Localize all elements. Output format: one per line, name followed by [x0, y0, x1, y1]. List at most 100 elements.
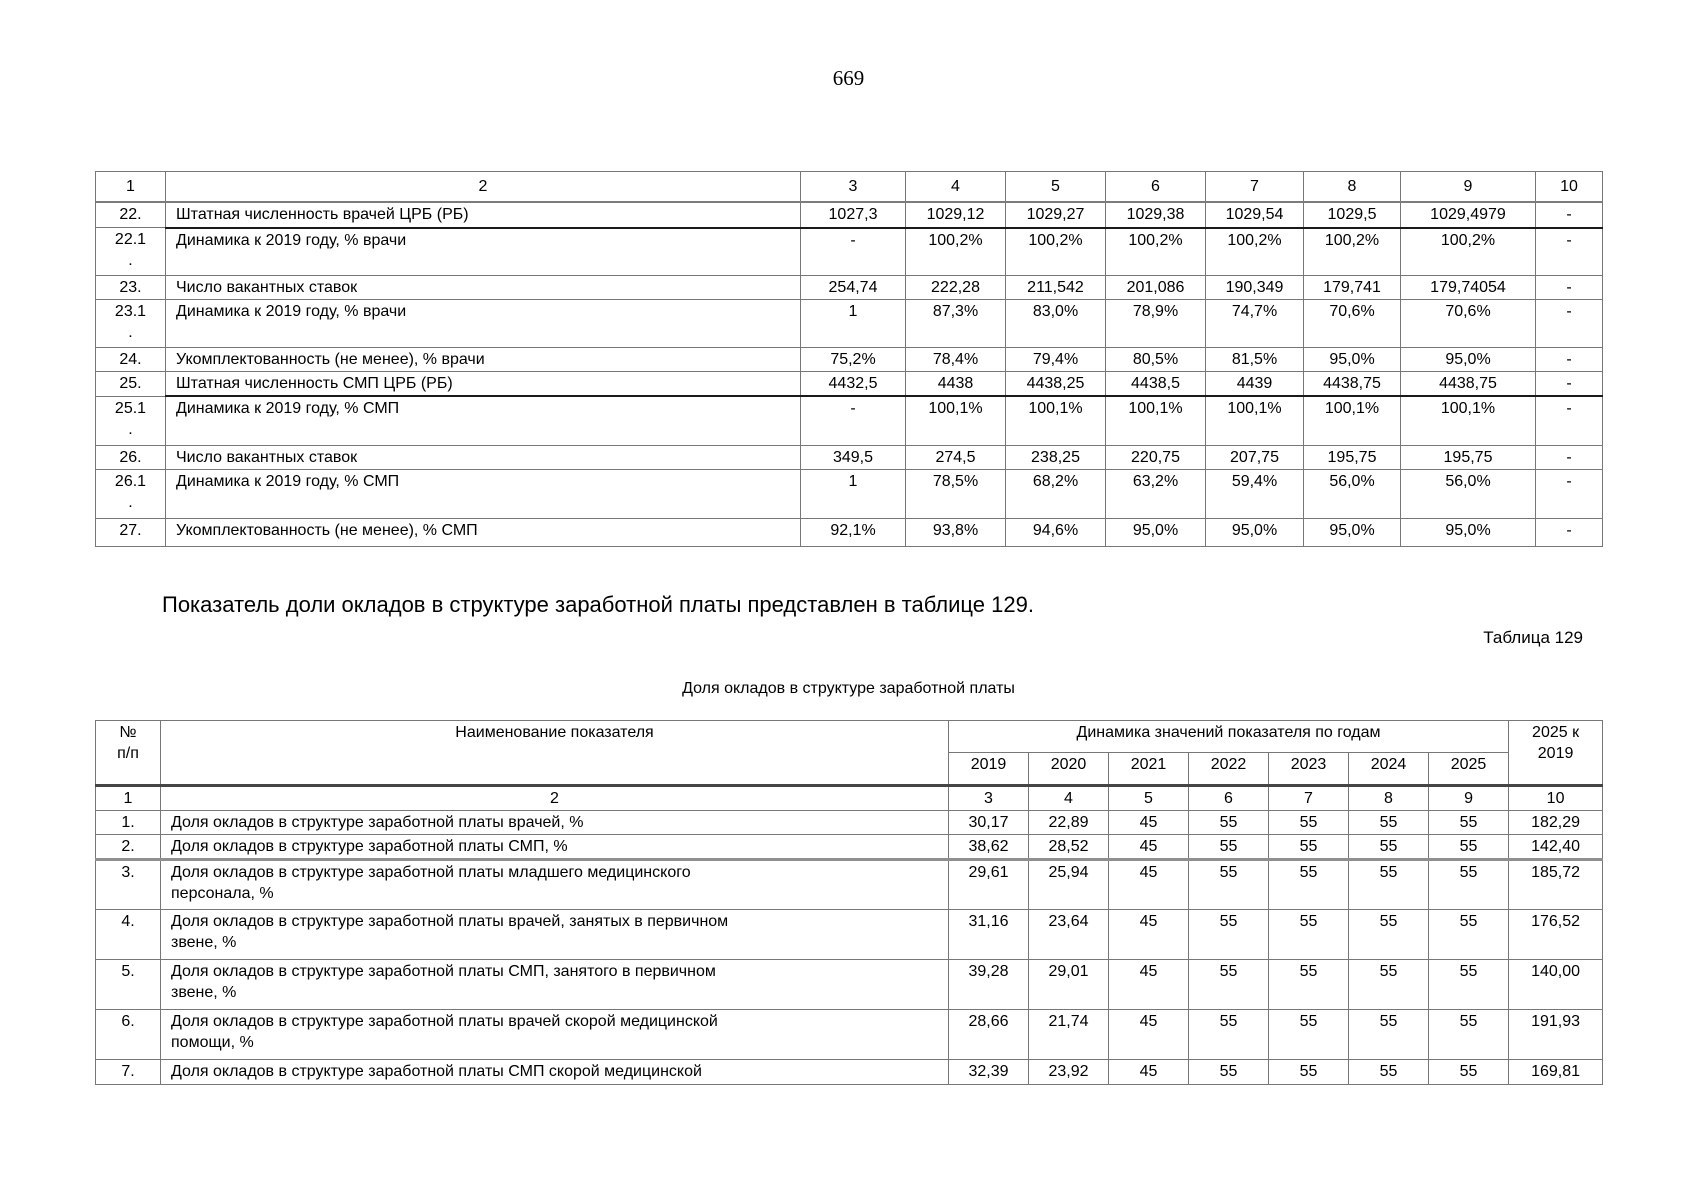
value-cell: 55: [1188, 1009, 1269, 1060]
indicator-name-cell: Доля окладов в структуре заработной плат…: [160, 959, 949, 1010]
value-cell: 32,39: [948, 1059, 1029, 1085]
value-cell: 59,4%: [1205, 468, 1304, 519]
table-row: 23.1 . Динамика к 2019 году, % врачи 1 8…: [95, 299, 1603, 348]
value-cell: 220,75: [1105, 444, 1206, 470]
value-cell: 28,66: [948, 1009, 1029, 1060]
value-cell: 55: [1427, 959, 1510, 1010]
value-cell: 78,5%: [905, 468, 1006, 519]
value-cell: 75,2%: [800, 347, 906, 372]
value-cell: 222,28: [905, 275, 1006, 300]
value-cell: 79,4%: [1005, 347, 1106, 372]
value-cell: 55: [1268, 909, 1349, 960]
indicator-name-header: Наименование показателя: [160, 720, 949, 787]
value-cell: -: [1535, 371, 1603, 397]
value-cell: 100,2%: [1205, 227, 1304, 276]
row-number-cell: 22.1 .: [95, 227, 166, 276]
value-cell: 95,0%: [1400, 517, 1536, 547]
table-row: 22. Штатная численность врачей ЦРБ (РБ) …: [95, 201, 1603, 229]
value-cell: 95,0%: [1105, 517, 1206, 547]
value-cell: -: [1535, 395, 1603, 446]
value-cell: 100,1%: [1005, 395, 1106, 446]
ratio-cell: 191,93: [1508, 1009, 1604, 1060]
value-cell: 195,75: [1400, 444, 1536, 470]
value-cell: 55: [1427, 859, 1510, 910]
indicator-name-cell: Число вакантных ставок: [165, 275, 801, 300]
value-cell: 100,1%: [1105, 395, 1206, 446]
table-row: 22.1 . Динамика к 2019 году, % врачи - 1…: [95, 227, 1603, 276]
value-cell: 100,2%: [905, 227, 1006, 276]
value-cell: 92,1%: [800, 517, 906, 547]
value-cell: 100,1%: [1205, 395, 1304, 446]
table-label: Таблица 129: [1483, 628, 1583, 647]
table-row: 26.1 . Динамика к 2019 году, % СМП 1 78,…: [95, 468, 1603, 519]
value-cell: 29,01: [1028, 959, 1109, 1010]
value-cell: 100,1%: [1400, 395, 1536, 446]
indicator-name-cell: Доля окладов в структуре заработной плат…: [160, 834, 949, 861]
value-cell: 56,0%: [1400, 468, 1536, 519]
value-cell: 95,0%: [1303, 517, 1401, 547]
indicator-name-cell: Число вакантных ставок: [165, 444, 801, 470]
header-cell: 1: [95, 171, 166, 203]
value-cell: 55: [1268, 859, 1349, 910]
indicator-name-cell: Динамика к 2019 году, % СМП: [165, 468, 801, 519]
value-cell: 55: [1188, 810, 1269, 835]
value-cell: 100,2%: [1105, 227, 1206, 276]
value-cell: 211,542: [1005, 275, 1106, 300]
value-cell: 4439: [1205, 371, 1304, 397]
value-cell: 207,75: [1205, 444, 1304, 470]
header-cell: 1: [95, 785, 161, 811]
value-cell: 31,16: [948, 909, 1029, 960]
column-number-header-row: 1 2 3 4 5 6 7 8 9 10: [95, 785, 1604, 811]
indicator-name-cell: Динамика к 2019 году, % врачи: [165, 227, 801, 276]
value-cell: 179,741: [1303, 275, 1401, 300]
indicator-name-cell: Штатная численность врачей ЦРБ (РБ): [165, 201, 801, 229]
value-cell: 274,5: [905, 444, 1006, 470]
salary-share-table: № п/п Наименование показателя Динамика з…: [95, 720, 1604, 1085]
value-cell: 55: [1188, 1059, 1269, 1085]
table-header-row: № п/п Наименование показателя Динамика з…: [95, 720, 1604, 787]
table-row: 25.1 . Динамика к 2019 году, % СМП - 100…: [95, 395, 1603, 446]
value-cell: 87,3%: [905, 299, 1006, 348]
ratio-cell: 185,72: [1508, 859, 1604, 910]
table-row: 6. Доля окладов в структуре заработной п…: [95, 1009, 1604, 1060]
table-row: 4. Доля окладов в структуре заработной п…: [95, 909, 1604, 960]
value-cell: 25,94: [1028, 859, 1109, 910]
value-cell: 100,2%: [1303, 227, 1401, 276]
ratio-cell: 140,00: [1508, 959, 1604, 1010]
value-cell: 55: [1268, 834, 1349, 861]
year-header-cell: 2025: [1427, 752, 1510, 787]
value-cell: 23,64: [1028, 909, 1109, 960]
value-cell: 68,2%: [1005, 468, 1106, 519]
value-cell: 190,349: [1205, 275, 1304, 300]
value-cell: 1029,12: [905, 201, 1006, 229]
value-cell: 4438,25: [1005, 371, 1106, 397]
value-cell: 55: [1268, 810, 1349, 835]
value-cell: 1029,54: [1205, 201, 1304, 229]
header-cell: 8: [1348, 785, 1429, 811]
number-column-header: № п/п: [95, 720, 161, 787]
value-cell: 45: [1108, 909, 1189, 960]
page-number: 669: [832, 66, 865, 90]
value-cell: 1029,38: [1105, 201, 1206, 229]
header-cell: 2: [165, 171, 801, 203]
value-cell: 74,7%: [1205, 299, 1304, 348]
value-cell: 100,2%: [1005, 227, 1106, 276]
value-cell: 55: [1348, 1059, 1429, 1085]
value-cell: -: [1535, 468, 1603, 519]
value-cell: 238,25: [1005, 444, 1106, 470]
header-cell: 5: [1108, 785, 1189, 811]
ratio-cell: 182,29: [1508, 810, 1604, 835]
ratio-cell: 142,40: [1508, 834, 1604, 861]
value-cell: 55: [1427, 834, 1510, 861]
value-cell: 195,75: [1303, 444, 1401, 470]
header-cell: 6: [1105, 171, 1206, 203]
table-row: 5. Доля окладов в структуре заработной п…: [95, 959, 1604, 1010]
value-cell: 179,74054: [1400, 275, 1536, 300]
value-cell: 45: [1108, 959, 1189, 1010]
value-cell: 78,4%: [905, 347, 1006, 372]
table-row: 1. Доля окладов в структуре заработной п…: [95, 810, 1604, 835]
year-header-cell: 2023: [1268, 752, 1349, 787]
value-cell: 70,6%: [1400, 299, 1536, 348]
staffing-table: 1 2 3 4 5 6 7 8 9 10 22. Штатная численн…: [95, 171, 1603, 547]
value-cell: 81,5%: [1205, 347, 1304, 372]
